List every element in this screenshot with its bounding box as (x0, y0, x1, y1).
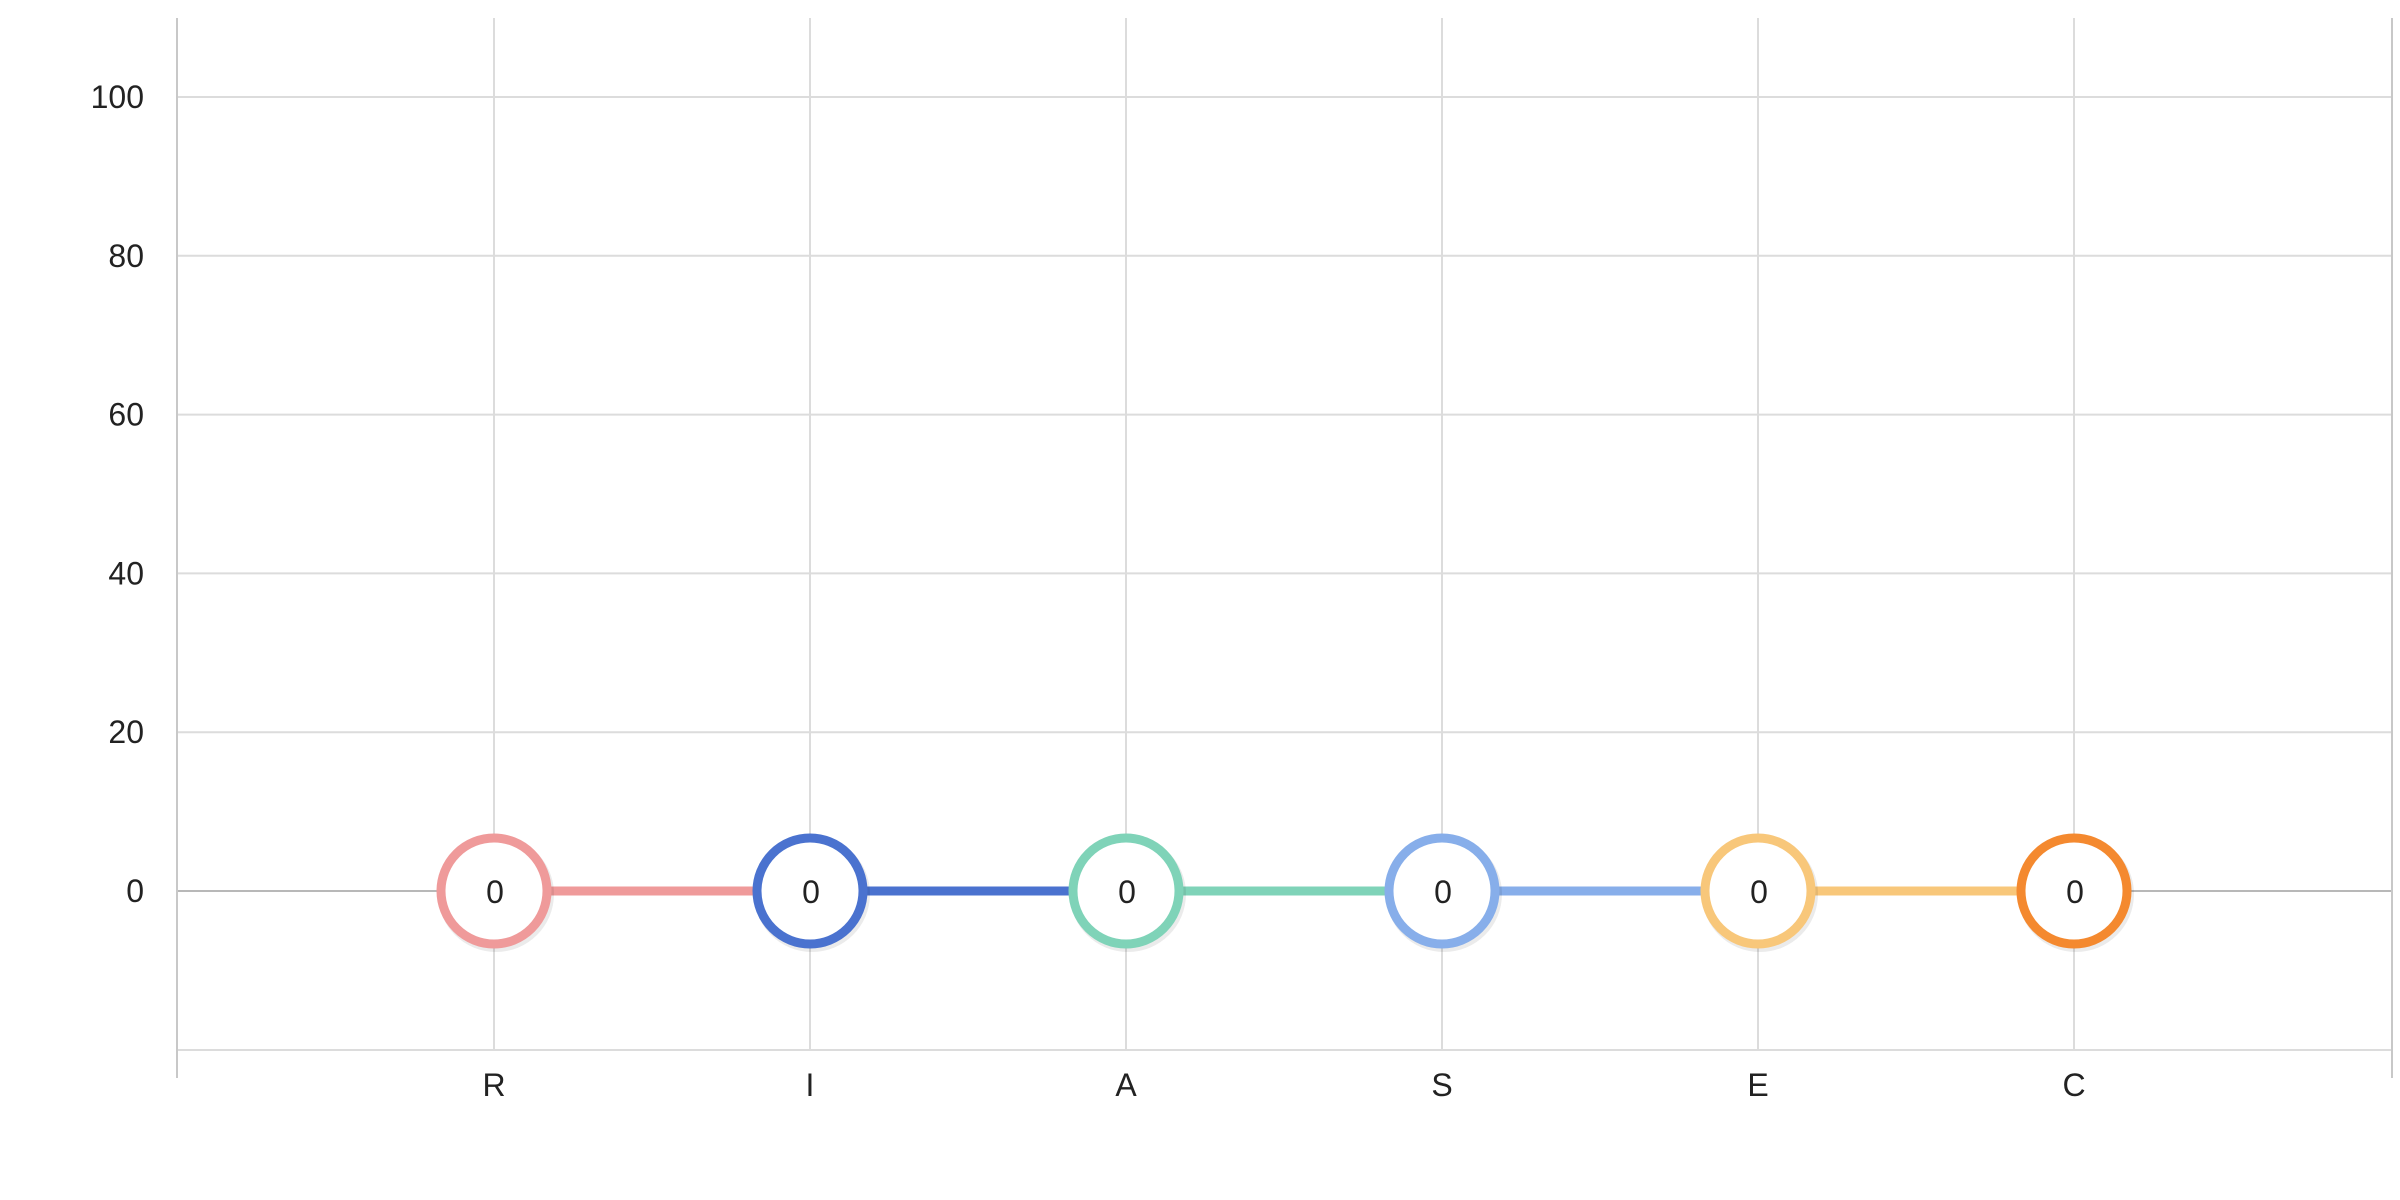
x-tick-label: C (2062, 1067, 2085, 1103)
x-tick-label: A (1115, 1067, 1137, 1103)
y-tick-label: 60 (108, 397, 144, 433)
y-tick-label: 40 (108, 555, 144, 591)
data-point-marker[interactable] (752, 833, 868, 949)
x-tick-label: E (1747, 1067, 1768, 1103)
data-point-label: 0 (2066, 874, 2084, 910)
data-point-marker[interactable] (1700, 833, 1816, 949)
y-tick-label: 80 (108, 238, 144, 274)
y-tick-label: 0 (126, 873, 144, 909)
x-tick-label: I (806, 1067, 815, 1103)
label-layer: 0 20 40 60 80 100 R I A S E C (91, 79, 2086, 1103)
y-tick-label: 100 (91, 79, 144, 115)
series-layer: 0 0 0 0 0 0 (436, 833, 2134, 952)
axis-layer (176, 18, 2393, 1078)
y-tick-label: 20 (108, 714, 144, 750)
data-point-label: 0 (1750, 874, 1768, 910)
data-point-label: 0 (486, 874, 504, 910)
data-point-label: 0 (1434, 874, 1452, 910)
data-point-label: 0 (1118, 874, 1136, 910)
data-point-marker[interactable] (1068, 833, 1184, 949)
x-tick-label: S (1431, 1067, 1452, 1103)
data-point-marker[interactable] (436, 833, 552, 949)
data-point-marker[interactable] (2016, 833, 2132, 949)
data-point-marker[interactable] (1384, 833, 1500, 949)
data-point-label: 0 (802, 874, 820, 910)
x-tick-label: R (482, 1067, 505, 1103)
